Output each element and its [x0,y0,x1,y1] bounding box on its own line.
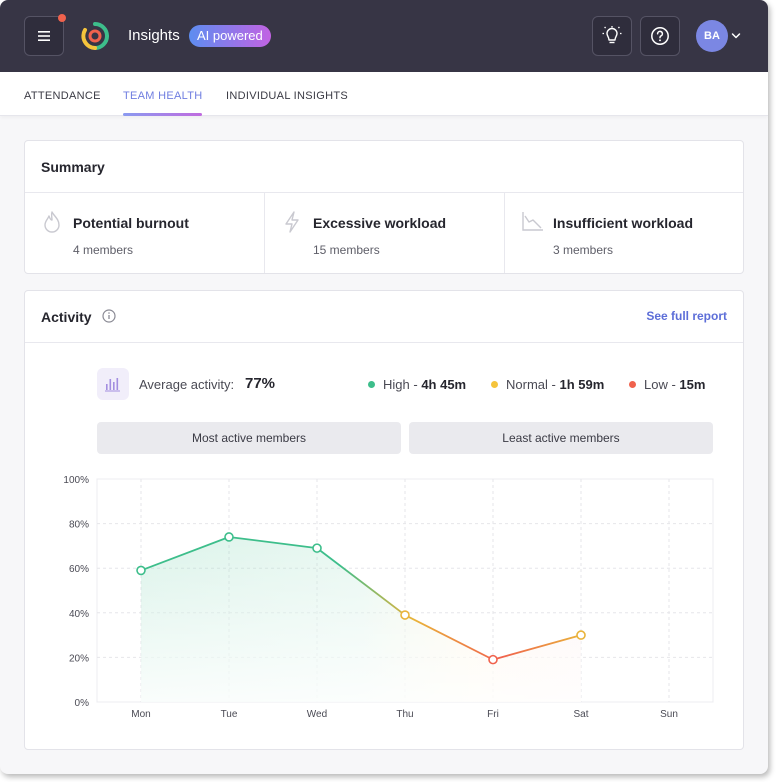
legend-label: Normal [506,377,548,392]
data-point-fri [488,654,498,665]
data-point-wed [312,543,322,553]
average-activity-badge [97,368,129,400]
ai-powered-badge: AI powered [189,25,271,47]
activity-title: Activity [41,309,92,325]
app-title: Insights [128,27,180,44]
average-activity-value: 77% [245,375,276,392]
user-avatar[interactable]: BA [696,20,728,52]
legend-low: Low - 15m [629,377,705,392]
notification-dot [58,14,66,22]
app-window: Insights AI powered BA [0,0,768,750]
see-full-report-link[interactable]: See full report [646,309,727,323]
y-tick-label: 40% [69,609,89,620]
summary-separator [264,193,265,273]
x-tick-label: Wed [307,709,327,720]
flame-icon [44,211,60,233]
chevron-down-icon[interactable] [730,30,742,42]
y-tick-label: 20% [69,653,89,664]
legend-value: 15m [679,377,706,392]
lightbulb-icon [602,26,622,44]
lightning-icon [285,211,299,233]
help-button[interactable] [640,16,680,56]
app-logo-icon [81,22,109,50]
x-tick-label: Tue [221,709,238,720]
x-tick-label: Fri [487,709,499,720]
menu-button[interactable] [24,14,66,56]
y-tick-label: 100% [63,475,89,486]
most-active-members-button[interactable]: Most active members [97,422,401,454]
summary-excessive-workload[interactable]: Excessive workload 15 members [265,193,505,273]
summary-insufficient-workload[interactable]: Insufficient workload 3 members [505,193,745,273]
tab-individual-insights[interactable]: INDIVIDUAL INSIGHTS [226,90,349,102]
data-point-thu [400,610,410,620]
legend-value: 1h 59m [559,377,605,392]
legend-normal: Normal - 1h 59m [491,377,604,392]
legend-label: Low [644,377,668,392]
legend-dot-high [368,381,375,388]
summary-card: Summary Potential burnout 4 members Exce… [24,140,744,274]
menu-icon [38,31,50,41]
legend-dot-low [629,381,636,388]
data-point-sat [576,630,586,640]
summary-label: Excessive workload [313,215,447,231]
summary-title: Summary [41,159,105,175]
summary-separator [504,193,505,273]
top-bar: Insights AI powered BA [0,0,768,72]
tab-bar: ATTENDANCE TEAM HEALTH INDIVIDUAL INSIGH… [0,72,768,116]
activity-card: Activity See full report Average activit… [24,290,744,750]
activity-divider [25,342,743,343]
legend-label: High [383,377,410,392]
average-activity-label: Average activity: [139,377,235,392]
help-icon [651,27,669,45]
y-tick-label: 0% [75,698,90,709]
summary-count: 3 members [553,243,614,257]
tips-button[interactable] [592,16,632,56]
least-active-members-button[interactable]: Least active members [409,422,713,454]
legend-high: High - 4h 45m [368,377,466,392]
tab-attendance[interactable]: ATTENDANCE [24,90,101,102]
activity-line-chart: 0% 20% 40% 60% 80% 100% Mon Tue Wed Thu Fri Sat Sun [63,475,714,720]
summary-divider [25,192,743,193]
series-area-fade [141,536,581,702]
y-tick-label: 80% [69,520,89,531]
y-tick-label: 60% [69,564,89,575]
x-tick-label: Mon [131,709,150,720]
legend-value: 4h 45m [421,377,467,392]
tab-team-health[interactable]: TEAM HEALTH [123,90,203,102]
series-line [140,536,582,661]
activity-body: Average activity: 77% High - 4h 45m Norm… [25,342,743,749]
summary-count: 4 members [73,243,134,257]
x-tick-label: Sat [573,709,588,720]
summary-potential-burnout[interactable]: Potential burnout 4 members [25,193,265,273]
summary-count: 15 members [313,243,380,257]
summary-label: Insufficient workload [553,215,694,231]
x-tick-label: Sun [660,709,678,720]
data-point-mon [136,565,146,576]
summary-label: Potential burnout [73,215,189,231]
x-tick-label: Thu [396,709,413,720]
bar-chart-icon [105,378,120,392]
data-point-tue [224,532,234,542]
info-icon[interactable] [102,309,116,323]
active-tab-indicator [123,113,202,116]
legend-dot-normal [491,381,498,388]
chart-decline-icon [522,212,543,231]
